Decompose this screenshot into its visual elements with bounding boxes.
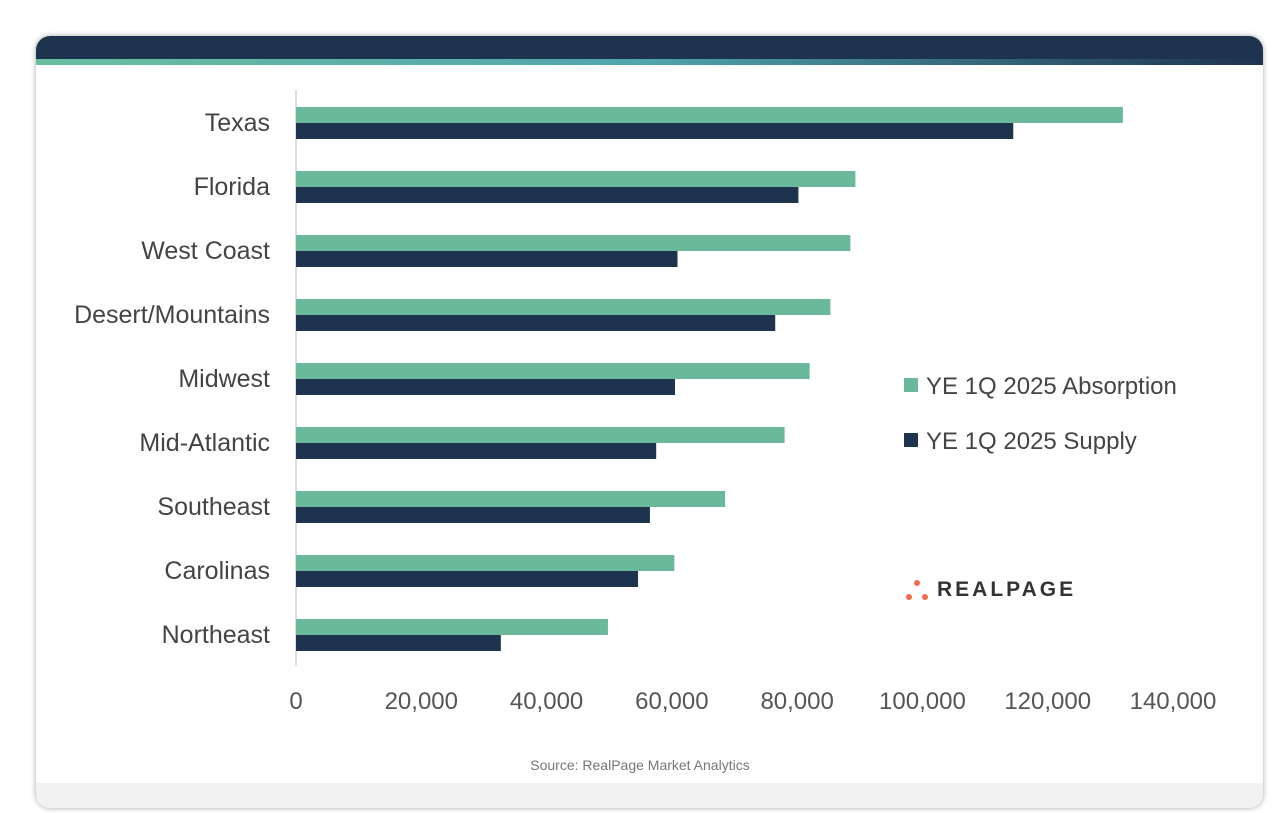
x-tick-label: 0 [289, 688, 302, 715]
logo-dots-icon [906, 580, 928, 600]
category-label: Desert/Mountains [74, 301, 270, 329]
bar-absorption [296, 171, 856, 187]
legend-swatch [904, 378, 918, 392]
bar-absorption [296, 107, 1123, 123]
card-footer [36, 783, 1263, 808]
bar-absorption [296, 235, 851, 251]
legend-label: YE 1Q 2025 Absorption [926, 373, 1177, 400]
x-tick-label: 40,000 [510, 688, 583, 715]
bar-absorption [296, 619, 608, 635]
bar-supply [296, 315, 776, 331]
bar-supply [296, 379, 675, 395]
legend-label: YE 1Q 2025 Supply [926, 428, 1137, 455]
card-header [36, 36, 1263, 59]
bar-supply [296, 635, 501, 651]
bar-supply [296, 443, 657, 459]
bar-absorption [296, 299, 831, 315]
chart-card [36, 36, 1263, 808]
x-tick-label: 120,000 [1004, 688, 1091, 715]
category-label: West Coast [141, 237, 270, 265]
category-label: Mid-Atlantic [139, 429, 270, 457]
header-stripe [36, 59, 1263, 65]
bar-absorption [296, 491, 726, 507]
x-tick-label: 80,000 [760, 688, 833, 715]
bar-absorption [296, 555, 675, 571]
realpage-logo: REALPAGE [905, 578, 1076, 602]
x-tick-label: 100,000 [879, 688, 966, 715]
x-tick-label: 140,000 [1130, 688, 1217, 715]
x-tick-label: 60,000 [635, 688, 708, 715]
bar-supply [296, 187, 799, 203]
logo-text: REALPAGE [937, 578, 1077, 601]
bar-supply [296, 251, 678, 267]
bar-supply [296, 571, 639, 587]
bar-supply [296, 123, 1014, 139]
bar-absorption [296, 363, 810, 379]
source-note: Source: RealPage Market Analytics [530, 757, 750, 773]
bar-supply [296, 507, 650, 523]
category-label: Northeast [162, 621, 270, 649]
bar-absorption [296, 427, 785, 443]
x-tick-label: 20,000 [385, 688, 458, 715]
category-label: Florida [194, 173, 271, 201]
category-label: Southeast [157, 493, 270, 521]
category-label: Midwest [178, 365, 270, 393]
category-label: Carolinas [164, 557, 270, 585]
legend-swatch [904, 433, 918, 447]
category-label: Texas [205, 109, 270, 137]
